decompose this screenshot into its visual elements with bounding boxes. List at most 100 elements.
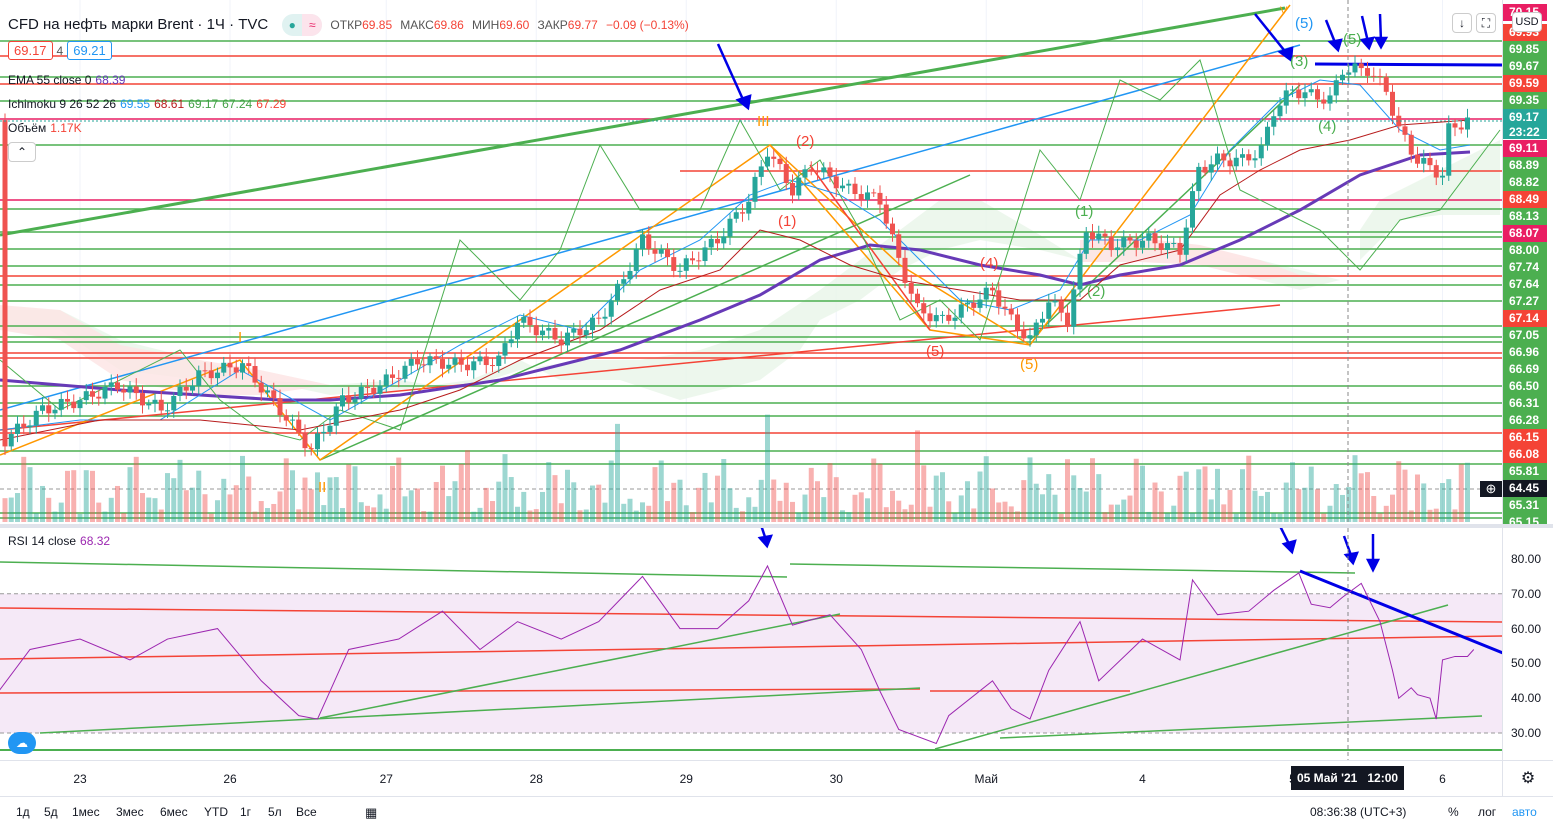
range-button[interactable]: 3мес bbox=[116, 805, 144, 819]
candle bbox=[183, 386, 189, 391]
currency-button[interactable]: USD bbox=[1512, 12, 1542, 32]
volume-bar bbox=[1008, 506, 1014, 522]
candle bbox=[1283, 90, 1289, 106]
range-button[interactable]: 1г bbox=[240, 805, 252, 819]
candle bbox=[146, 403, 152, 406]
volume-bar bbox=[333, 477, 339, 522]
price-axis-label: 69.35 bbox=[1503, 92, 1547, 109]
calendar-icon[interactable]: ▦ bbox=[365, 805, 378, 820]
volume-bar bbox=[190, 487, 195, 522]
range-button[interactable]: 5д bbox=[44, 805, 58, 819]
tradingview-logo-icon[interactable]: ☁ bbox=[8, 732, 36, 754]
add-alert-icon[interactable]: ⊕ bbox=[1480, 481, 1502, 497]
percent-toggle[interactable]: % bbox=[1448, 805, 1459, 819]
volume-bar bbox=[1002, 501, 1008, 522]
volume-bar bbox=[115, 485, 120, 522]
range-button[interactable]: 5л bbox=[268, 805, 282, 819]
symbol-title[interactable]: CFD на нефть марки Brent · 1Ч · TVC bbox=[8, 15, 269, 33]
price-pane[interactable]: III (2) (1) I II (4) (5) (5) (1) (2) (3)… bbox=[0, 0, 1502, 524]
rsi-trend-lines[interactable] bbox=[0, 561, 1502, 751]
pane-separator[interactable] bbox=[0, 524, 1553, 528]
wave-label: I bbox=[238, 329, 242, 346]
volume-legend[interactable]: Объём 1.17K bbox=[8, 121, 86, 135]
candle bbox=[1146, 233, 1152, 241]
candle bbox=[640, 234, 645, 250]
candle bbox=[1433, 165, 1439, 178]
range-button[interactable]: YTD bbox=[204, 805, 228, 819]
price-axis-label: 66.08 bbox=[1503, 446, 1547, 463]
time-axis[interactable]: 232627282930Май456 bbox=[0, 760, 1502, 796]
volume-bar bbox=[677, 479, 683, 522]
volume-bar bbox=[533, 509, 539, 522]
candle bbox=[733, 212, 739, 219]
volume-bar bbox=[796, 512, 802, 522]
candle bbox=[40, 405, 45, 411]
candle bbox=[1340, 74, 1345, 81]
volume-bar bbox=[1090, 458, 1095, 522]
candle bbox=[1396, 115, 1402, 127]
candle bbox=[1002, 306, 1008, 309]
candle bbox=[1240, 154, 1245, 158]
candle bbox=[115, 382, 120, 390]
volume-bar bbox=[1221, 504, 1227, 522]
volume-bar bbox=[921, 465, 927, 522]
candle bbox=[908, 282, 914, 294]
ichimoku-legend[interactable]: Ichimoku 9 26 52 26 69.55 68.61 69.17 67.24 6… bbox=[8, 97, 290, 111]
candle bbox=[15, 423, 20, 434]
buy-button[interactable]: 69.21 bbox=[67, 41, 112, 60]
range-button[interactable]: Все bbox=[296, 805, 317, 819]
candle bbox=[715, 238, 720, 244]
candle bbox=[996, 290, 1002, 307]
candle bbox=[327, 425, 333, 432]
auto-toggle[interactable]: авто bbox=[1512, 805, 1537, 819]
fullscreen-button[interactable]: ⛶ bbox=[1476, 13, 1496, 33]
rsi-pane[interactable] bbox=[0, 528, 1502, 760]
candle bbox=[808, 169, 814, 171]
candle bbox=[458, 357, 464, 365]
volume-bar bbox=[671, 482, 677, 522]
volume-bar bbox=[1158, 491, 1164, 522]
candle bbox=[540, 330, 545, 336]
volume-bar bbox=[877, 463, 883, 522]
market-status[interactable]: ● ≈ bbox=[282, 14, 323, 36]
price-axis-label: 67.27 bbox=[1503, 293, 1547, 310]
wave-label: (5) bbox=[1020, 356, 1038, 373]
range-button[interactable]: 1мес bbox=[72, 805, 100, 819]
log-toggle[interactable]: лог bbox=[1478, 805, 1497, 819]
volume-bar bbox=[227, 494, 233, 522]
price-axis-label: 66.69 bbox=[1503, 361, 1547, 378]
volume-bar bbox=[783, 482, 789, 522]
volume-bar bbox=[433, 481, 439, 522]
candle bbox=[977, 299, 983, 308]
volume-bar bbox=[1408, 510, 1414, 522]
candle bbox=[877, 192, 883, 205]
volume-bar bbox=[633, 510, 639, 522]
candle bbox=[177, 386, 183, 396]
price-axis[interactable]: 70.1569.9369.8569.6769.5969.3569.1723:22… bbox=[1502, 0, 1553, 524]
rsi-axis[interactable]: 80.00 70.00 60.00 50.00 40.00 30.00 bbox=[1502, 528, 1553, 760]
range-button[interactable]: 1д bbox=[16, 805, 30, 819]
sell-button[interactable]: 69.17 bbox=[8, 41, 53, 60]
range-button[interactable]: 6мес bbox=[160, 805, 188, 819]
volume-bar bbox=[1296, 489, 1302, 522]
candle bbox=[1015, 314, 1020, 331]
volume-bar bbox=[1233, 513, 1239, 522]
volume-bar bbox=[1102, 512, 1108, 522]
clock[interactable]: 08:36:38 (UTC+3) bbox=[1310, 805, 1407, 819]
low-label: МИН bbox=[472, 17, 500, 32]
candle bbox=[240, 363, 245, 373]
volume-bar bbox=[502, 454, 508, 522]
volume-bar bbox=[752, 506, 758, 522]
candle bbox=[258, 382, 264, 393]
candle bbox=[690, 258, 695, 261]
collapse-legend-button[interactable]: ⌃ bbox=[8, 142, 36, 162]
volume-bar bbox=[983, 456, 989, 522]
rsi-legend[interactable]: RSI 14 close 68.32 bbox=[8, 534, 114, 548]
ema-legend[interactable]: EMA 55 close 0 68.39 bbox=[8, 73, 129, 87]
volume-bar bbox=[2, 498, 8, 522]
candle bbox=[452, 357, 458, 365]
volume-bar bbox=[252, 511, 258, 522]
chart-settings-gear-icon[interactable]: ⚙ bbox=[1502, 760, 1553, 796]
scroll-to-latest-button[interactable]: ↓ bbox=[1452, 13, 1472, 33]
candle bbox=[158, 399, 164, 411]
